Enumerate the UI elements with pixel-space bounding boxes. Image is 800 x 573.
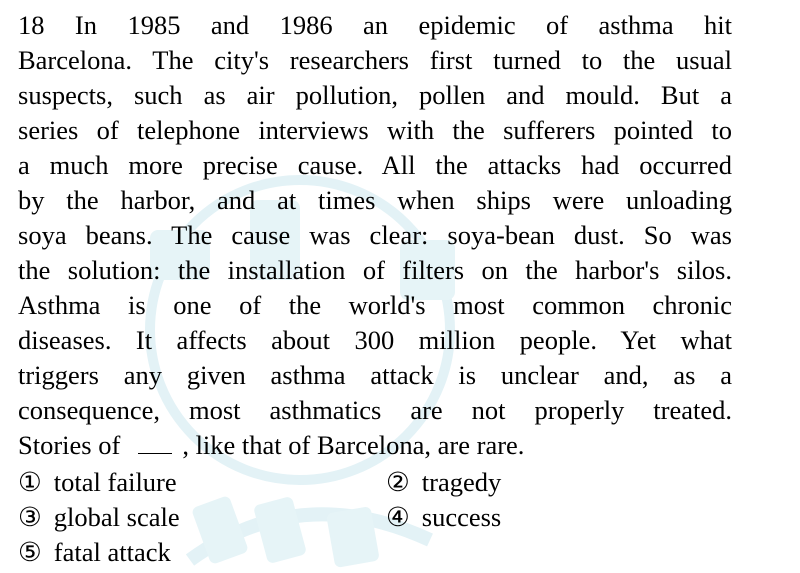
passage-line: series of telephone interviews with the … xyxy=(18,115,732,145)
passage-line: by the harbor, and at times when ships w… xyxy=(18,185,732,215)
option-number: ② xyxy=(386,467,410,497)
option-1[interactable]: ① total failure xyxy=(18,465,386,500)
passage-line: triggers any given asthma attack is uncl… xyxy=(18,360,732,390)
option-number: ④ xyxy=(386,502,410,532)
option-text: total failure xyxy=(53,467,177,497)
option-number: ⑤ xyxy=(18,537,42,567)
passage-last-line: Stories of , like that of Barcelona, are … xyxy=(18,428,732,463)
answer-options: ① total failure ② tragedy ③ global scale… xyxy=(18,465,732,570)
passage-line: a much more precise cause. All the attac… xyxy=(18,150,732,180)
passage-line: suspects, such as air pollution, pollen … xyxy=(18,80,732,110)
option-3[interactable]: ③ global scale xyxy=(18,500,386,535)
option-row: ① total failure ② tragedy xyxy=(18,465,732,500)
option-text: fatal attack xyxy=(53,537,171,567)
passage-line: the solution: the installation of filter… xyxy=(18,255,732,285)
passage-line: 18 In 1985 and 1986 an epidemic of asthm… xyxy=(18,10,732,40)
passage-line: consequence, most asthmatics are not pro… xyxy=(18,395,732,425)
passage-line: soya beans. The cause was clear: soya-be… xyxy=(18,220,732,250)
option-row: ③ global scale ④ success xyxy=(18,500,732,535)
question-passage: 18 In 1985 and 1986 an epidemic of asthm… xyxy=(18,8,732,463)
option-text: tragedy xyxy=(421,467,502,497)
option-4[interactable]: ④ success xyxy=(386,500,686,535)
option-2[interactable]: ② tragedy xyxy=(386,465,686,500)
option-text: global scale xyxy=(53,502,180,532)
passage-line: Asthma is one of the world's most common… xyxy=(18,290,732,320)
option-5[interactable]: ⑤ fatal attack xyxy=(18,535,386,570)
text-before-blank: Stories of xyxy=(18,430,121,460)
option-number: ③ xyxy=(18,502,42,532)
passage-line: Barcelona. The city's researchers first … xyxy=(18,45,732,75)
answer-blank xyxy=(138,431,173,454)
passage-line: diseases. It affects about 300 million p… xyxy=(18,325,732,355)
option-text: success xyxy=(421,502,502,532)
option-row: ⑤ fatal attack xyxy=(18,535,732,570)
option-number: ① xyxy=(18,467,42,497)
text-after-blank: , like that of Barcelona, are rare. xyxy=(182,430,525,460)
